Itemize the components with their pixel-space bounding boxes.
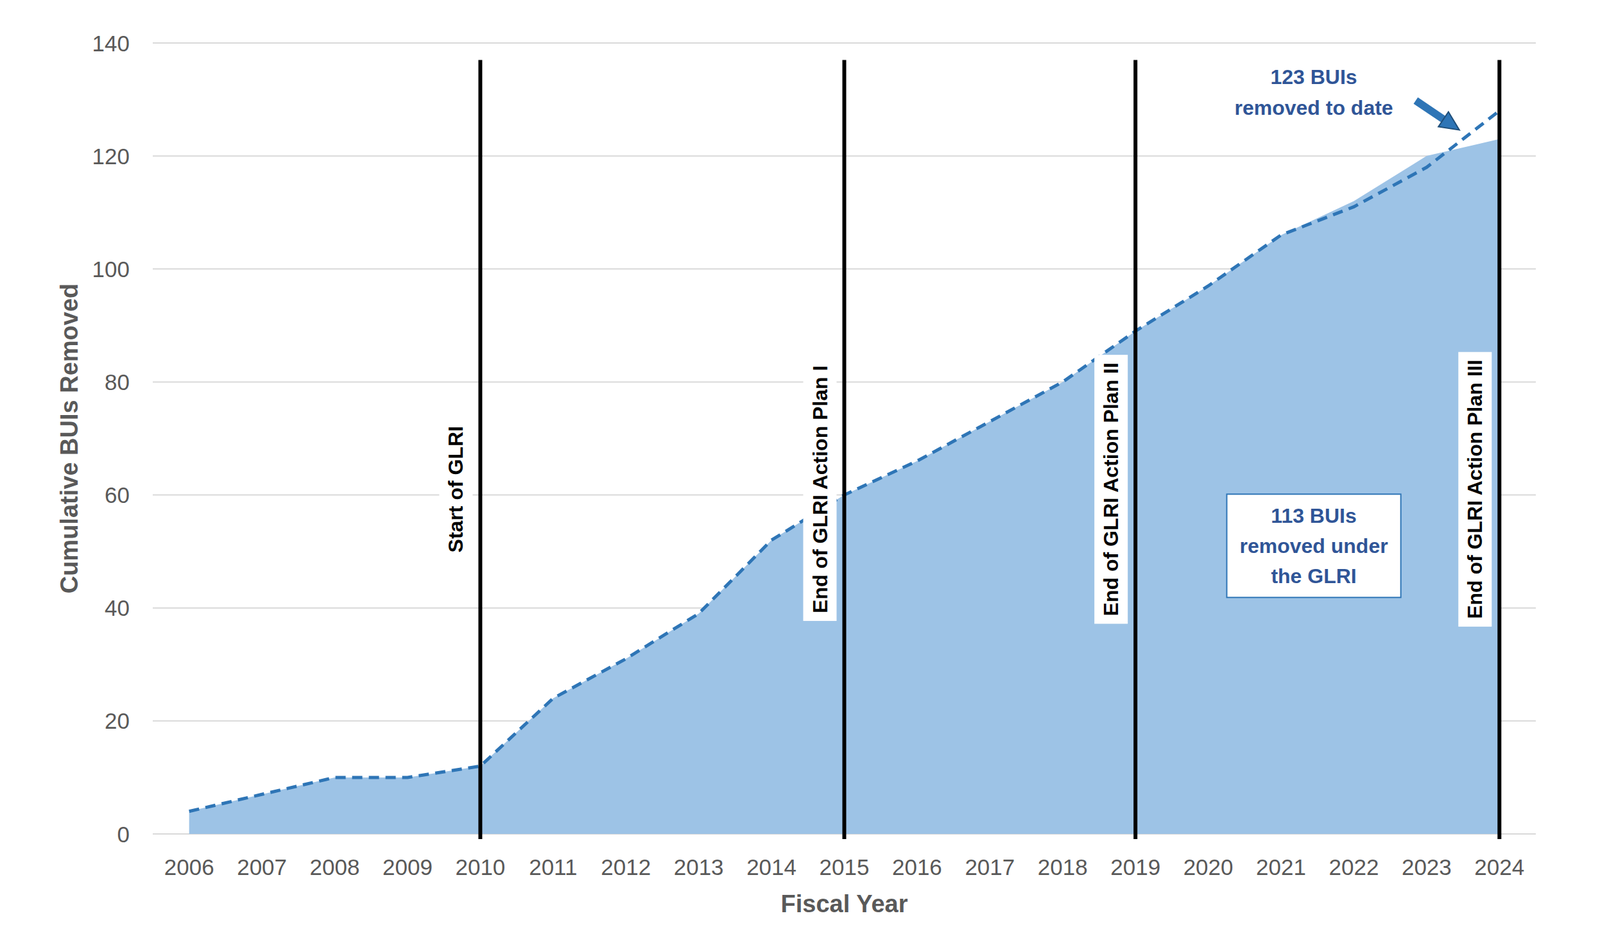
x-tick-label: 2014: [746, 854, 797, 880]
vertical-label: End of GLRI Action Plan III: [1463, 360, 1487, 620]
vertical-label-group: End of GLRI Action Plan I: [803, 358, 837, 622]
x-tick-label: 2010: [455, 854, 506, 880]
arrow-shaft: [1415, 100, 1444, 120]
vertical-line: [1497, 59, 1502, 840]
x-tick-label: 2021: [1255, 854, 1307, 880]
x-axis-label: Fiscal Year: [781, 890, 909, 918]
annotation-text: removed to date: [1234, 96, 1393, 120]
x-tick-label: 2008: [309, 854, 361, 880]
vertical-label-group: End of GLRI Action Plan II: [1094, 354, 1128, 624]
y-tick-label: 60: [104, 482, 130, 508]
x-tick-label: 2006: [164, 854, 215, 880]
grid-line: [152, 42, 1536, 44]
y-tick-label: 0: [117, 822, 130, 848]
x-tick-label: 2022: [1329, 854, 1380, 880]
x-tick-label: 2018: [1037, 854, 1088, 880]
x-tick-label: 2011: [528, 854, 577, 880]
x-tick-label: 2020: [1183, 854, 1234, 880]
x-tick-label: 2009: [382, 854, 433, 880]
x-tick-label: 2023: [1401, 854, 1452, 880]
x-tick-label: 2024: [1474, 854, 1525, 880]
label-box: [803, 358, 837, 622]
annotation-text: 113 BUIs: [1270, 504, 1357, 528]
annotation-box: [1226, 494, 1401, 598]
y-axis-label: Cumulative BUIs Removed: [55, 283, 83, 595]
label-box: [1458, 352, 1492, 628]
annotation-text: removed under: [1239, 534, 1388, 558]
vertical-label: End of GLRI Action Plan II: [1099, 362, 1123, 617]
y-tick-label: 80: [104, 369, 130, 395]
y-tick-label: 120: [92, 143, 130, 169]
chart: 0 20 40 60 80 100 120 140 2006 2007 2008 2009 2010 20…: [0, 0, 1600, 943]
vertical-line: [842, 59, 847, 840]
vertical-label-group: Start of GLRI: [438, 418, 473, 561]
x-tick-label: 2012: [600, 854, 651, 880]
x-tick-label: 2017: [964, 854, 1015, 880]
x-tick-label: 2015: [819, 854, 870, 880]
vertical-label: End of GLRI Action Plan I: [808, 365, 832, 614]
x-tick-label: 2016: [892, 854, 943, 880]
y-tick-label: 20: [104, 708, 130, 734]
x-tick-label: 2013: [673, 854, 724, 880]
arrow-head: [1438, 111, 1460, 130]
label-box: [438, 418, 473, 561]
y-tick-label: 100: [92, 256, 130, 282]
label-box: [1094, 354, 1128, 624]
y-tick-label: 140: [92, 30, 130, 56]
annotation-text: 123 BUIs: [1270, 65, 1357, 89]
vertical-line: [1133, 59, 1138, 840]
x-tick-label: 2007: [236, 854, 287, 880]
vertical-line: [478, 59, 482, 840]
y-tick-label: 40: [104, 595, 130, 621]
vertical-label-group: End of GLRI Action Plan III: [1458, 352, 1492, 628]
annotation-text: the GLRI: [1270, 564, 1357, 588]
x-tick-label: 2019: [1110, 854, 1161, 880]
vertical-label: Start of GLRI: [444, 426, 468, 553]
